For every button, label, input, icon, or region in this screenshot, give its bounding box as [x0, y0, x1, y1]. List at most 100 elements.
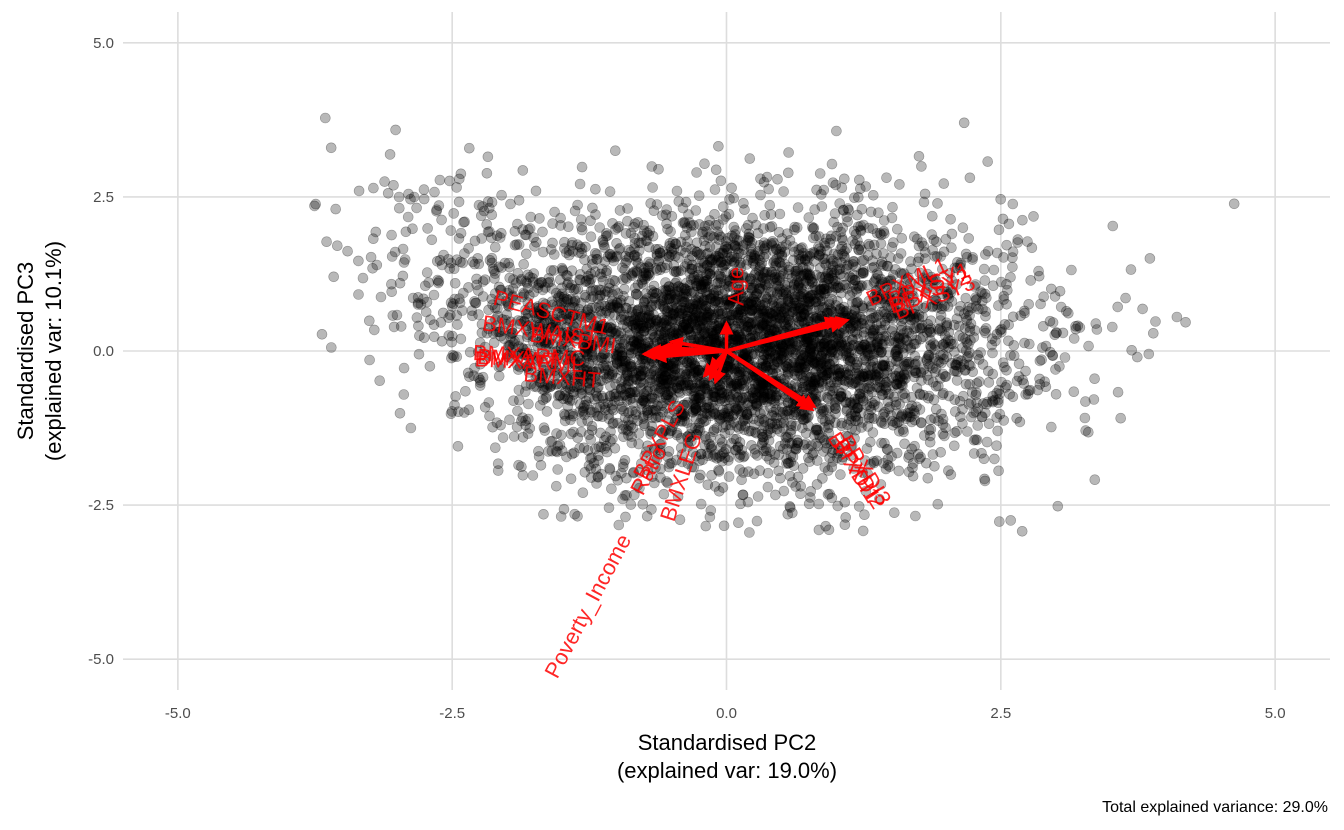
- data-point: [1126, 344, 1137, 356]
- data-point: [586, 346, 598, 358]
- data-point: [989, 453, 1000, 465]
- data-point: [999, 361, 1010, 373]
- data-point: [494, 326, 506, 338]
- data-point: [638, 219, 650, 231]
- data-point: [660, 315, 672, 327]
- data-point: [690, 393, 702, 404]
- data-point: [604, 186, 616, 197]
- data-point: [858, 265, 869, 276]
- data-point: [633, 354, 645, 365]
- data-point: [595, 441, 607, 453]
- data-point: [616, 403, 627, 415]
- data-point: [744, 527, 755, 538]
- data-point: [579, 364, 590, 375]
- data-point: [850, 373, 862, 385]
- data-point: [825, 230, 837, 242]
- data-point: [1028, 211, 1039, 222]
- data-point: [577, 487, 589, 499]
- data-point: [418, 184, 430, 195]
- data-point: [805, 344, 816, 355]
- data-point: [607, 433, 618, 445]
- data-point: [798, 439, 810, 451]
- data-point: [568, 389, 580, 400]
- data-point: [687, 298, 699, 310]
- data-point: [720, 211, 732, 222]
- data-point: [558, 308, 570, 319]
- data-point: [575, 365, 587, 377]
- data-point: [715, 308, 726, 320]
- data-point: [629, 266, 641, 277]
- data-point: [808, 304, 820, 315]
- data-point: [448, 208, 460, 219]
- data-point: [472, 253, 484, 264]
- data-point: [740, 370, 752, 382]
- data-point: [734, 304, 746, 316]
- data-point: [843, 259, 854, 271]
- data-point: [876, 256, 888, 268]
- data-point: [492, 458, 504, 470]
- data-point: [1026, 242, 1038, 254]
- data-point: [489, 442, 501, 454]
- data-point: [932, 498, 944, 510]
- data-point: [841, 211, 853, 223]
- data-point: [645, 198, 657, 209]
- data-point: [764, 199, 776, 211]
- data-point: [521, 331, 533, 343]
- data-point: [846, 334, 858, 345]
- data-point: [398, 362, 410, 374]
- data-point: [635, 311, 646, 323]
- data-point: [998, 290, 1010, 302]
- data-point: [388, 180, 399, 191]
- data-point: [821, 360, 832, 372]
- data-point: [1137, 303, 1148, 315]
- data-point: [1144, 253, 1156, 264]
- data-point: [650, 263, 662, 274]
- data-point: [638, 378, 649, 389]
- data-point: [834, 340, 846, 352]
- data-point: [565, 308, 576, 320]
- data-point: [806, 339, 818, 350]
- data-point: [705, 442, 717, 453]
- data-point: [483, 323, 494, 335]
- data-point: [407, 292, 419, 304]
- data-point: [879, 437, 890, 449]
- data-point: [747, 330, 759, 341]
- data-point: [619, 490, 631, 501]
- data-point: [624, 329, 636, 341]
- data-point: [789, 221, 801, 233]
- data-point: [890, 348, 901, 360]
- data-point: [1068, 386, 1080, 398]
- data-point: [789, 224, 800, 236]
- data-point: [586, 285, 597, 297]
- data-point: [756, 257, 768, 269]
- data-point: [702, 281, 714, 293]
- data-point: [914, 404, 926, 415]
- data-point: [438, 249, 449, 261]
- data-point: [928, 394, 940, 406]
- data-point: [642, 464, 654, 476]
- data-point: [474, 374, 486, 386]
- data-point: [761, 171, 773, 183]
- data-point: [784, 319, 796, 331]
- data-point: [769, 314, 781, 326]
- data-point: [625, 227, 637, 239]
- data-point: [757, 431, 768, 443]
- data-point: [1054, 285, 1066, 297]
- data-point: [606, 483, 617, 495]
- data-point: [686, 244, 697, 255]
- data-point: [758, 244, 770, 255]
- data-point: [933, 325, 945, 336]
- data-point: [959, 322, 971, 334]
- data-point: [846, 352, 857, 363]
- data-point: [948, 440, 960, 452]
- data-point: [609, 145, 621, 156]
- data-point: [632, 305, 644, 317]
- data-point: [733, 280, 745, 292]
- data-point: [808, 222, 820, 234]
- data-point: [1112, 386, 1124, 398]
- data-point: [513, 394, 525, 406]
- data-point: [393, 191, 405, 203]
- data-point: [758, 362, 770, 374]
- data-point: [596, 325, 607, 337]
- data-point: [628, 371, 640, 383]
